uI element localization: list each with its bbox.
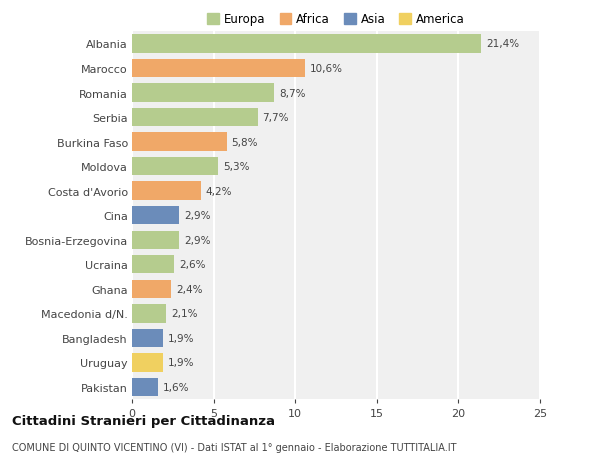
Text: 1,9%: 1,9% xyxy=(168,333,194,343)
Bar xyxy=(132,182,200,201)
Bar xyxy=(132,60,305,78)
Bar xyxy=(132,304,166,323)
Bar xyxy=(132,109,257,127)
Text: 2,9%: 2,9% xyxy=(184,235,211,245)
Text: 8,7%: 8,7% xyxy=(279,88,305,98)
Bar xyxy=(132,157,218,176)
Bar xyxy=(132,378,158,396)
Text: 21,4%: 21,4% xyxy=(486,39,519,50)
Text: 5,8%: 5,8% xyxy=(232,137,258,147)
Bar xyxy=(132,84,274,102)
Text: 10,6%: 10,6% xyxy=(310,64,343,74)
Text: Cittadini Stranieri per Cittadinanza: Cittadini Stranieri per Cittadinanza xyxy=(12,414,275,428)
Text: 1,6%: 1,6% xyxy=(163,382,190,392)
Bar xyxy=(132,329,163,347)
Bar xyxy=(132,256,175,274)
Text: 2,6%: 2,6% xyxy=(179,260,206,270)
Text: 4,2%: 4,2% xyxy=(205,186,232,196)
Bar xyxy=(132,35,481,54)
Legend: Europa, Africa, Asia, America: Europa, Africa, Asia, America xyxy=(203,9,469,31)
Bar xyxy=(132,207,179,225)
Text: COMUNE DI QUINTO VICENTINO (VI) - Dati ISTAT al 1° gennaio - Elaborazione TUTTIT: COMUNE DI QUINTO VICENTINO (VI) - Dati I… xyxy=(12,442,457,452)
Text: 2,1%: 2,1% xyxy=(171,308,197,319)
Bar xyxy=(132,280,171,298)
Text: 2,4%: 2,4% xyxy=(176,284,203,294)
Bar xyxy=(132,231,179,249)
Text: 5,3%: 5,3% xyxy=(223,162,250,172)
Bar xyxy=(132,133,227,151)
Bar xyxy=(132,353,163,372)
Text: 1,9%: 1,9% xyxy=(168,358,194,368)
Text: 2,9%: 2,9% xyxy=(184,211,211,221)
Text: 7,7%: 7,7% xyxy=(263,113,289,123)
